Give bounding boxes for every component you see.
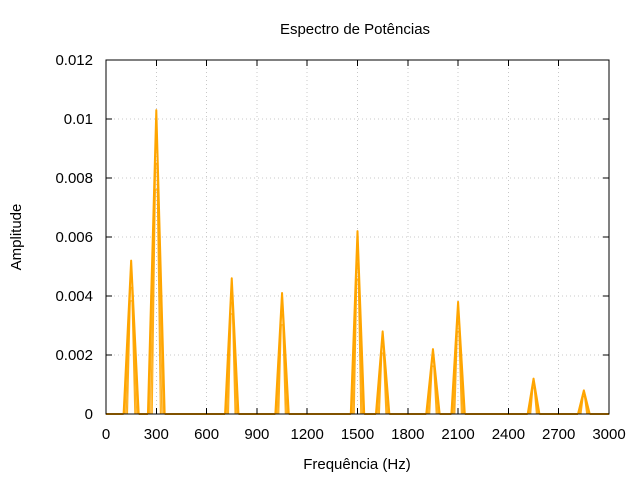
spectrum-peak-ridge [580, 396, 588, 415]
spectrum-peak [577, 389, 591, 415]
x-tick-label: 1200 [291, 426, 324, 443]
x-tick-label: 900 [244, 426, 269, 443]
spectrum-peak [374, 330, 391, 415]
spectrum-peak-ridge [429, 365, 437, 415]
x-tick-label: 1500 [341, 426, 374, 443]
spectrum-peak-ridge [378, 352, 387, 415]
y-axis-label: Amplitude [8, 204, 25, 271]
spectrum-peak [425, 348, 441, 415]
x-tick-label: 2400 [492, 426, 525, 443]
y-tick-label: 0.008 [55, 170, 93, 187]
spectrum-peak-ridge [227, 313, 236, 415]
spectrum-peak [224, 277, 240, 415]
y-tick-label: 0.004 [55, 288, 93, 305]
spectrum-peak-ridge [530, 387, 538, 415]
spectrum-peak-ridge [351, 246, 364, 415]
spectrum-peak [450, 300, 466, 415]
y-tick-label: 0 [85, 406, 93, 423]
spectrum-peak-ridge [454, 330, 462, 415]
spectrum-series [106, 109, 609, 415]
spectrum-peak-ridge [451, 311, 465, 415]
spectrum-peak [349, 230, 366, 415]
y-tick-label: 0.012 [55, 52, 93, 69]
spectrum-peak [274, 292, 290, 415]
spectrum-peak-ridge [426, 354, 440, 415]
spectrum-peak-ridge [278, 324, 286, 415]
x-tick-label: 2100 [441, 426, 474, 443]
x-tick-label: 600 [194, 426, 219, 443]
x-axis-label: Frequência (Hz) [303, 456, 411, 473]
spectrum-peak-ridge [150, 162, 163, 415]
spectrum-peak-ridge [124, 273, 139, 415]
spectrum-peak-ridge [126, 300, 136, 415]
spectrum-peak-ridge [151, 189, 162, 415]
spectrum-peak-ridge [125, 286, 137, 415]
x-tick-label: 3000 [592, 426, 625, 443]
x-tick-label: 1800 [391, 426, 424, 443]
x-tick-label: 300 [144, 426, 169, 443]
spectrum-peak [526, 377, 541, 415]
spectrum-peak-ridge [225, 289, 238, 415]
y-tick-label: 0.002 [55, 347, 93, 364]
spectrum-peak [146, 109, 166, 415]
spectrum-peak-ridge [376, 338, 389, 415]
spectrum-peak-ridge [275, 303, 289, 415]
spectrum-peak [122, 259, 140, 415]
spectrum-peak-ridge [353, 278, 362, 415]
x-tick-label: 0 [102, 426, 110, 443]
axis-ticks [105, 59, 610, 415]
y-tick-label: 0.006 [55, 229, 93, 246]
x-axis-tick-labels: 0 300 600 900 1200 1500 1800 2100 2400 2700 3000 [102, 426, 626, 443]
y-tick-label: 0.01 [64, 111, 93, 128]
spectrum-peak-ridge [148, 136, 164, 415]
y-axis-tick-labels: 0 0.002 0.004 0.006 0.008 0.01 0.012 [55, 52, 93, 423]
x-tick-label: 2700 [542, 426, 575, 443]
plot-area [106, 109, 609, 415]
chart-title: Espectro de Potências [280, 21, 430, 38]
